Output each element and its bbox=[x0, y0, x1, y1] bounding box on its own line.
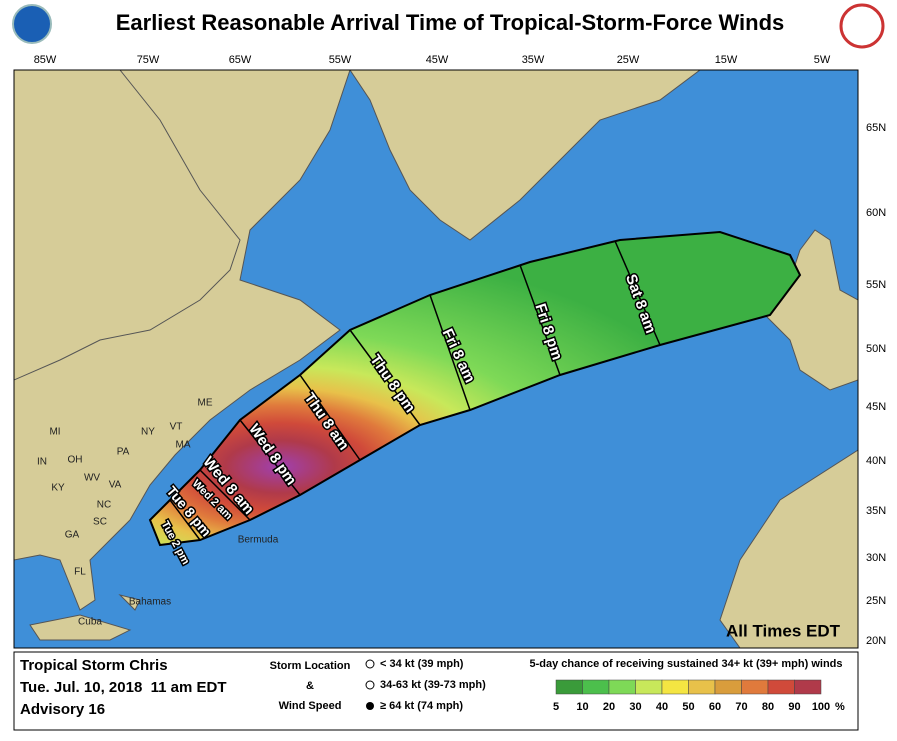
place-label: IN bbox=[37, 457, 47, 468]
isochrones bbox=[169, 240, 661, 541]
scale-label: 40 bbox=[656, 701, 668, 713]
place-label: OH bbox=[68, 455, 83, 466]
latitude-label: 20N bbox=[866, 635, 886, 647]
map: MI NY PA OH IN KY WV VA NC SC GA FL ME VT MA Bermuda Bah… bbox=[14, 70, 858, 648]
storm-location-title: Storm Location bbox=[270, 660, 351, 672]
map-frame bbox=[13, 69, 859, 649]
title: Earliest Reasonable Arrival Time of Trop… bbox=[116, 10, 785, 35]
place-label: Bermuda bbox=[238, 535, 279, 546]
scale-swatch bbox=[714, 679, 742, 695]
noaa-logo bbox=[12, 4, 52, 44]
scale-swatch bbox=[582, 679, 610, 695]
scale-label: 90 bbox=[788, 701, 800, 713]
place-label: VT bbox=[170, 422, 183, 433]
place-label: ME bbox=[198, 398, 213, 409]
place-label: KY bbox=[51, 483, 65, 494]
place-label: WV bbox=[84, 473, 100, 484]
wind-swath bbox=[148, 230, 802, 547]
storm-info: Tropical Storm Chris Tue. Jul. 10, 2018 … bbox=[20, 657, 227, 718]
longitude-label: 45W bbox=[426, 54, 449, 66]
place-label: FL bbox=[74, 567, 86, 578]
scale-label: 50 bbox=[682, 701, 694, 713]
scale-swatch bbox=[688, 679, 716, 695]
coordinate-labels: 85W 75W 65W 55W 45W 35W 25W 15W 5W 65N 60N 55N 50N 45… bbox=[34, 54, 887, 647]
scale-label: 60 bbox=[709, 701, 721, 713]
wind-category: < 34 kt (39 mph) bbox=[380, 658, 464, 670]
wind-legend: Storm Location & Wind Speed < 34 kt (39 … bbox=[270, 658, 486, 712]
scale-label: 5 bbox=[553, 701, 559, 713]
scale-swatch bbox=[767, 679, 795, 695]
latitude-label: 65N bbox=[866, 122, 886, 134]
latitude-label: 55N bbox=[866, 279, 886, 291]
land bbox=[14, 70, 858, 648]
scale-label: 70 bbox=[735, 701, 747, 713]
longitude-label: 25W bbox=[617, 54, 640, 66]
place-label: MA bbox=[176, 440, 191, 451]
probability-title: 5-day chance of receiving sustained 34+ … bbox=[530, 658, 843, 670]
scale-swatch bbox=[794, 679, 822, 695]
place-label: Bahamas bbox=[129, 597, 171, 608]
latitude-label: 30N bbox=[866, 552, 886, 564]
place-label: Cuba bbox=[78, 617, 102, 628]
symbol-ts bbox=[365, 680, 375, 690]
longitude-label: 85W bbox=[34, 54, 57, 66]
scale-label: 20 bbox=[603, 701, 615, 713]
nws-logo bbox=[839, 3, 885, 49]
place-label: VA bbox=[109, 480, 122, 491]
longitude-label: 55W bbox=[329, 54, 352, 66]
latitude-label: 40N bbox=[866, 455, 886, 467]
place-label: MI bbox=[49, 427, 60, 438]
place-label: NY bbox=[141, 427, 155, 438]
storm-name: Tropical Storm Chris bbox=[20, 657, 168, 674]
scale-unit: % bbox=[835, 701, 845, 713]
longitude-label: 65W bbox=[229, 54, 252, 66]
longitude-label: 35W bbox=[522, 54, 545, 66]
scale-label: 80 bbox=[762, 701, 774, 713]
latitude-label: 60N bbox=[866, 207, 886, 219]
place-label: SC bbox=[93, 517, 107, 528]
advisory-date: Tue. Jul. 10, 2018 11 am EDT bbox=[20, 679, 227, 696]
longitude-label: 5W bbox=[814, 54, 831, 66]
symbol-weak bbox=[365, 659, 375, 669]
place-label: NC bbox=[97, 500, 111, 511]
scale-label: 10 bbox=[576, 701, 588, 713]
ampersand: & bbox=[306, 680, 314, 692]
latitude-label: 50N bbox=[866, 343, 886, 355]
longitude-label: 75W bbox=[137, 54, 160, 66]
scale-swatch bbox=[741, 679, 769, 695]
latitude-label: 35N bbox=[866, 505, 886, 517]
scale-label: 100 bbox=[812, 701, 830, 713]
time-note: All Times EDT bbox=[726, 621, 841, 640]
place-label: GA bbox=[65, 530, 80, 541]
latitude-label: 45N bbox=[866, 401, 886, 413]
place-label: PA bbox=[117, 447, 130, 458]
scale-swatch bbox=[661, 679, 689, 695]
symbol-hurricane bbox=[366, 702, 374, 710]
wind-category: ≥ 64 kt (74 mph) bbox=[380, 700, 463, 712]
probability-scale: 5 10 20 30 40 50 60 70 80 90 100% bbox=[553, 679, 845, 713]
wind-speed-title: Wind Speed bbox=[279, 700, 342, 712]
scale-label: 30 bbox=[629, 701, 641, 713]
latitude-label: 25N bbox=[866, 595, 886, 607]
scale-swatch bbox=[608, 679, 636, 695]
advisory-number: Advisory 16 bbox=[20, 701, 105, 718]
longitude-label: 15W bbox=[715, 54, 738, 66]
scale-swatch bbox=[555, 679, 583, 695]
scale-swatch bbox=[635, 679, 663, 695]
place-labels: MI NY PA OH IN KY WV VA NC SC GA FL ME VT MA Bermuda Bah… bbox=[37, 398, 279, 628]
wind-category: 34-63 kt (39-73 mph) bbox=[380, 679, 486, 691]
